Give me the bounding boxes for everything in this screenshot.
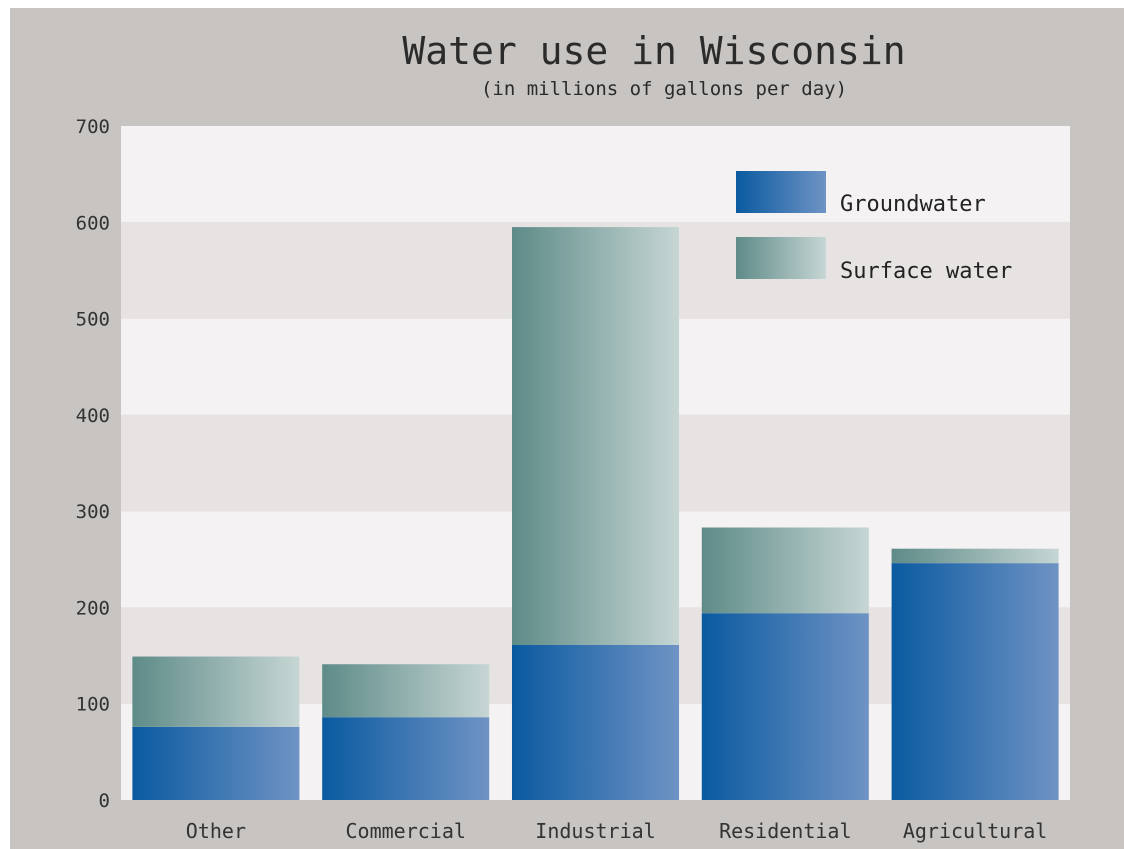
x-tick-label: Commercial <box>345 819 465 843</box>
chart-frame: Water use in Wisconsin (in millions of g… <box>10 8 1124 849</box>
x-tick-label: Industrial <box>535 819 655 843</box>
chart-subtitle: (in millions of gallons per day) <box>481 78 847 100</box>
legend-swatch-groundwater <box>736 171 826 213</box>
y-tick-label: 0 <box>99 790 110 812</box>
chart: Water use in Wisconsin (in millions of g… <box>76 29 1070 843</box>
bar-commercial-surface-water <box>322 664 490 718</box>
legend-swatch-surface-water <box>736 237 826 279</box>
y-tick-label: 300 <box>76 501 110 523</box>
bar-residential-groundwater <box>701 613 869 800</box>
bar-industrial-groundwater <box>511 644 680 800</box>
x-tick-label: Agricultural <box>903 819 1048 843</box>
bar-commercial-groundwater <box>322 717 490 800</box>
bar-other-groundwater <box>132 726 300 800</box>
y-tick-label: 600 <box>76 212 110 234</box>
bar-agricultural-surface-water <box>891 548 1059 564</box>
legend-label-groundwater: Groundwater <box>840 192 986 217</box>
y-tick-label: 700 <box>76 116 110 138</box>
x-axis-ticks: Other Commercial Industrial Residential Agri… <box>186 819 1048 843</box>
y-tick-label: 400 <box>76 405 110 427</box>
bar-residential-surface-water <box>701 527 869 614</box>
y-axis-ticks: 0 100 200 300 400 500 600 700 <box>76 116 110 812</box>
y-tick-label: 200 <box>76 597 110 619</box>
x-tick-label: Other <box>186 819 246 843</box>
bar-agricultural-groundwater <box>891 563 1059 800</box>
y-tick-label: 500 <box>76 309 110 331</box>
x-tick-label: Residential <box>719 819 851 843</box>
bar-industrial-surface-water <box>511 227 680 645</box>
bars <box>132 227 1059 800</box>
legend-label-surface-water: Surface water <box>840 259 1012 284</box>
chart-title: Water use in Wisconsin <box>402 29 905 73</box>
bar-other-surface-water <box>132 656 300 727</box>
y-tick-label: 100 <box>76 694 110 716</box>
grid-band <box>121 126 1070 223</box>
legend: Groundwater Surface water <box>736 171 1012 284</box>
